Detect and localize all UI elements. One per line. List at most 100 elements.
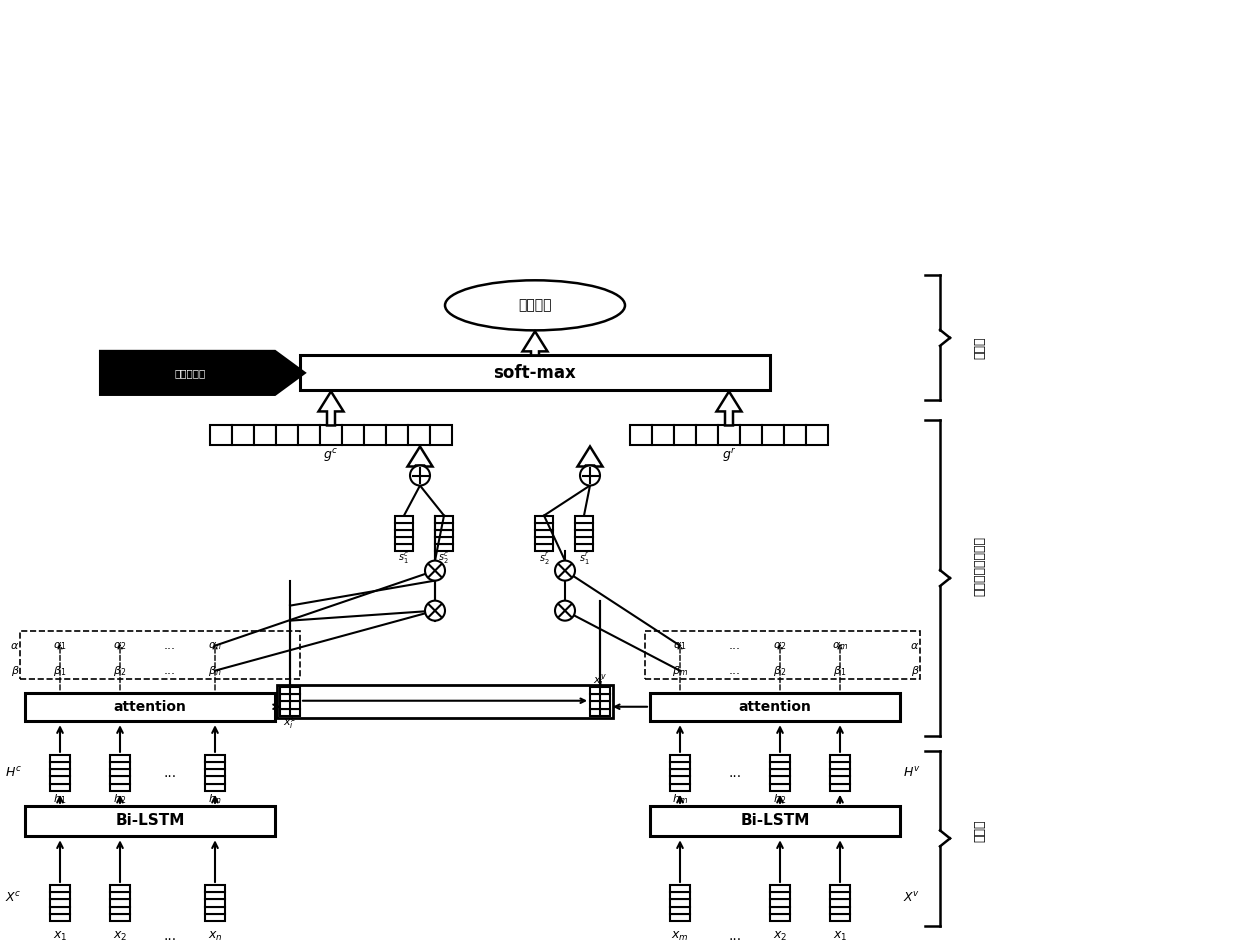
Text: ...: ... (728, 766, 742, 780)
Text: Bi-LSTM: Bi-LSTM (740, 813, 810, 828)
Text: ...: ... (728, 929, 742, 943)
FancyBboxPatch shape (210, 425, 232, 445)
Circle shape (410, 465, 430, 486)
FancyBboxPatch shape (25, 805, 275, 836)
FancyBboxPatch shape (435, 536, 453, 544)
FancyBboxPatch shape (205, 755, 224, 762)
FancyBboxPatch shape (50, 906, 69, 914)
Text: $h_2$: $h_2$ (774, 792, 786, 805)
FancyBboxPatch shape (110, 892, 130, 900)
FancyBboxPatch shape (675, 425, 696, 445)
FancyBboxPatch shape (784, 425, 806, 445)
Text: 时序关系: 时序关系 (518, 299, 552, 312)
FancyBboxPatch shape (670, 885, 689, 892)
Text: 双向交又注意力层: 双向交又注意力层 (973, 535, 987, 595)
Text: 事件对特征: 事件对特征 (175, 368, 206, 378)
Circle shape (580, 465, 600, 486)
FancyBboxPatch shape (277, 685, 613, 718)
FancyBboxPatch shape (830, 892, 849, 900)
Text: 编码层: 编码层 (973, 820, 987, 843)
FancyBboxPatch shape (110, 769, 130, 776)
FancyBboxPatch shape (232, 425, 254, 445)
FancyBboxPatch shape (110, 906, 130, 914)
Text: $\alpha_2$: $\alpha_2$ (113, 640, 126, 651)
Text: 分类层: 分类层 (973, 337, 987, 359)
Text: $h_n$: $h_n$ (208, 792, 222, 805)
Text: $X^c$: $X^c$ (5, 891, 21, 905)
FancyBboxPatch shape (280, 694, 300, 701)
FancyBboxPatch shape (830, 885, 849, 892)
Text: $x_j^v$: $x_j^v$ (593, 672, 608, 691)
FancyBboxPatch shape (770, 906, 790, 914)
FancyBboxPatch shape (50, 776, 69, 784)
FancyBboxPatch shape (575, 536, 593, 544)
Text: $H^v$: $H^v$ (903, 766, 921, 780)
FancyBboxPatch shape (277, 425, 298, 445)
FancyBboxPatch shape (280, 708, 300, 716)
FancyBboxPatch shape (205, 762, 224, 769)
Circle shape (556, 601, 575, 621)
Polygon shape (408, 446, 433, 467)
FancyBboxPatch shape (534, 536, 553, 544)
FancyBboxPatch shape (830, 755, 849, 762)
Text: $h_m$: $h_m$ (672, 792, 688, 805)
FancyBboxPatch shape (396, 530, 413, 536)
Circle shape (425, 560, 445, 581)
Text: $\alpha$: $\alpha$ (910, 641, 920, 650)
Text: ...: ... (164, 929, 176, 943)
FancyBboxPatch shape (590, 701, 610, 708)
Text: $h_2$: $h_2$ (113, 792, 126, 805)
FancyBboxPatch shape (652, 425, 675, 445)
FancyBboxPatch shape (670, 769, 689, 776)
FancyBboxPatch shape (205, 784, 224, 791)
FancyBboxPatch shape (650, 805, 900, 836)
FancyBboxPatch shape (830, 784, 849, 791)
FancyBboxPatch shape (830, 762, 849, 769)
FancyBboxPatch shape (205, 900, 224, 906)
FancyBboxPatch shape (435, 515, 453, 522)
Text: soft-max: soft-max (494, 364, 577, 382)
FancyBboxPatch shape (770, 776, 790, 784)
FancyBboxPatch shape (396, 536, 413, 544)
FancyBboxPatch shape (205, 892, 224, 900)
Text: $x_i^c$: $x_i^c$ (283, 714, 296, 731)
Text: ...: ... (729, 664, 742, 677)
Circle shape (556, 560, 575, 581)
Text: $\beta_n$: $\beta_n$ (208, 664, 222, 678)
FancyBboxPatch shape (696, 425, 718, 445)
FancyBboxPatch shape (110, 784, 130, 791)
FancyBboxPatch shape (830, 776, 849, 784)
FancyBboxPatch shape (50, 762, 69, 769)
FancyBboxPatch shape (740, 425, 763, 445)
FancyBboxPatch shape (770, 885, 790, 892)
FancyBboxPatch shape (650, 692, 900, 721)
FancyBboxPatch shape (430, 425, 453, 445)
FancyBboxPatch shape (534, 530, 553, 536)
Text: $x_1$: $x_1$ (53, 929, 67, 942)
FancyBboxPatch shape (670, 776, 689, 784)
Text: ...: ... (729, 639, 742, 652)
Polygon shape (578, 446, 603, 467)
Text: ...: ... (164, 664, 176, 677)
Text: $\alpha$: $\alpha$ (10, 641, 20, 650)
Text: $\alpha_m$: $\alpha_m$ (832, 640, 848, 651)
FancyBboxPatch shape (534, 544, 553, 551)
FancyBboxPatch shape (298, 425, 320, 445)
Text: Bi-LSTM: Bi-LSTM (115, 813, 185, 828)
FancyBboxPatch shape (205, 769, 224, 776)
FancyBboxPatch shape (830, 900, 849, 906)
Text: $x_2$: $x_2$ (113, 929, 128, 942)
FancyBboxPatch shape (718, 425, 740, 445)
FancyBboxPatch shape (575, 515, 593, 522)
FancyBboxPatch shape (534, 515, 553, 522)
Text: ...: ... (164, 766, 176, 780)
FancyBboxPatch shape (50, 892, 69, 900)
FancyBboxPatch shape (205, 885, 224, 892)
FancyBboxPatch shape (386, 425, 408, 445)
Text: $s_2^r$: $s_2^r$ (538, 551, 549, 567)
Text: ...: ... (164, 639, 176, 652)
FancyBboxPatch shape (770, 755, 790, 762)
FancyBboxPatch shape (575, 544, 593, 551)
Text: $\beta$: $\beta$ (910, 664, 919, 678)
Text: $x_2$: $x_2$ (773, 929, 787, 942)
